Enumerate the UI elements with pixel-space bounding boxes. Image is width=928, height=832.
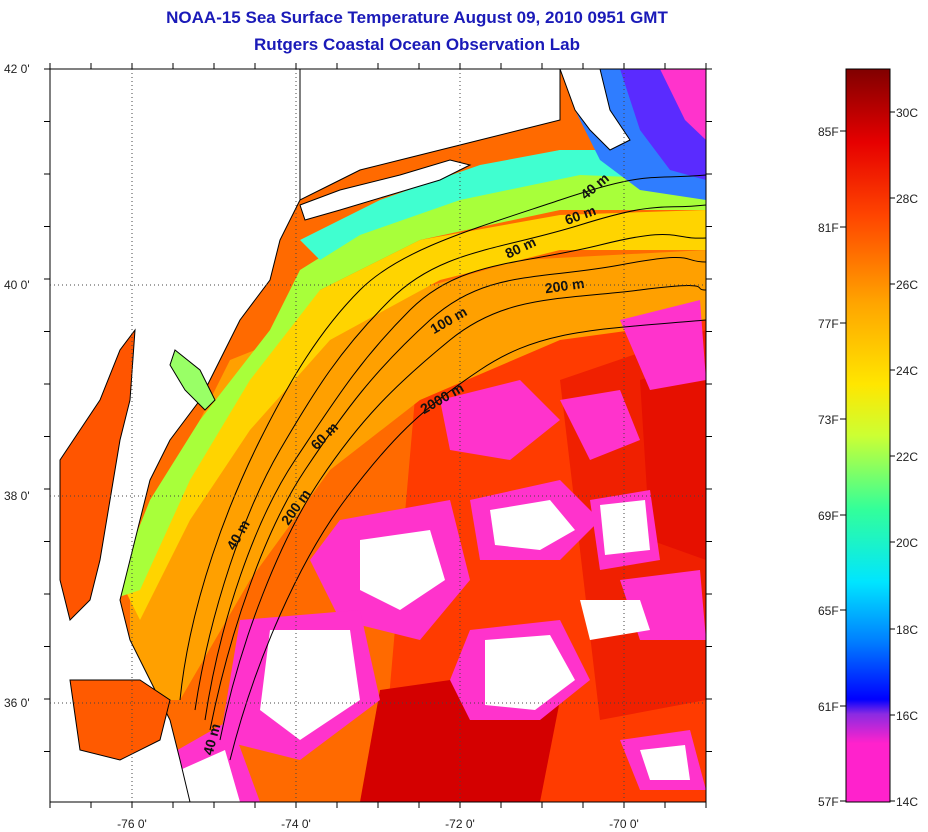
chesapeake-bay [59, 328, 136, 621]
contour-100m [209, 256, 707, 731]
lat-label: 40 0' [4, 278, 30, 292]
land-masses [50, 69, 631, 802]
hot-patch-east [640, 360, 706, 560]
sst-field [50, 69, 706, 802]
contour-label: 40 m [200, 722, 224, 757]
graticule [50, 69, 706, 802]
contour-60m [194, 204, 707, 711]
contour-label: 200 m [544, 275, 586, 296]
nearshore-green-region [110, 150, 706, 600]
lat-labels: 42 0' 40 0' 38 0' 36 0' [4, 62, 30, 710]
lon-label: -72 0' [445, 817, 475, 831]
contour-2000m [229, 319, 707, 761]
contour-40m [179, 174, 707, 701]
map-subtitle: Rutgers Coastal Ocean Observation Lab [254, 35, 580, 54]
contour-80m [204, 233, 707, 721]
cloud-masks [150, 300, 706, 802]
pamlico-sound [69, 679, 171, 761]
lon-label: -76 0' [117, 817, 147, 831]
bathymetry-contours [179, 174, 707, 761]
map-title: NOAA-15 Sea Surface Temperature August 0… [166, 8, 668, 27]
lon-label: -70 0' [609, 817, 639, 831]
lat-label: 38 0' [4, 489, 30, 503]
lon-labels: -76 0' -74 0' -72 0' -70 0' [117, 817, 639, 831]
delaware-bay [169, 349, 216, 411]
lat-label: 36 0' [4, 696, 30, 710]
lon-label: -74 0' [281, 817, 311, 831]
coldest-water-patch [660, 69, 706, 140]
shelf-yellow-region [120, 210, 706, 620]
axis-ticks [44, 63, 712, 808]
contour-200m [219, 285, 707, 741]
lat-label: 42 0' [4, 62, 30, 76]
